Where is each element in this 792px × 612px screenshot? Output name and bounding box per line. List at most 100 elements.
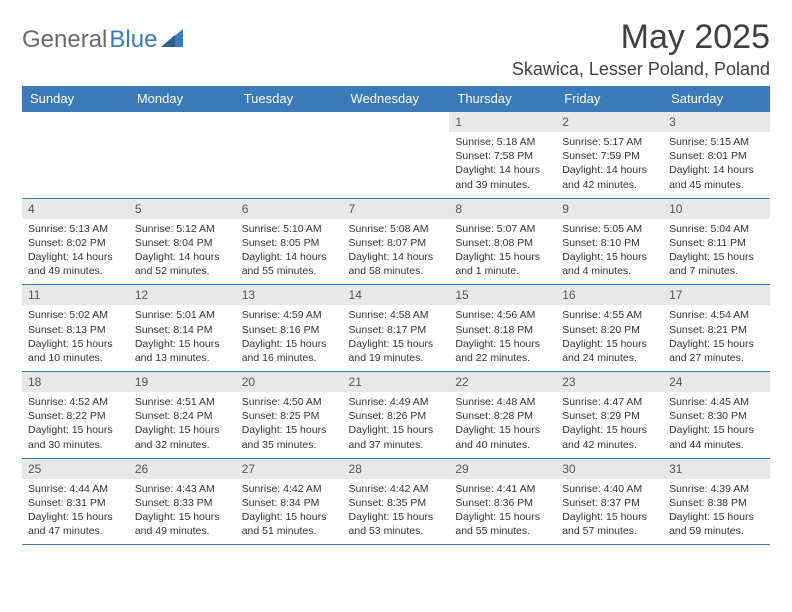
day-number: 18 [22,372,129,392]
day-details: Sunrise: 5:18 AMSunset: 7:58 PMDaylight:… [449,132,556,198]
location-label: Skawica, Lesser Poland, Poland [512,59,770,80]
logo-text-1: General [22,26,107,54]
weekday-header: Sunday [22,86,129,112]
day-details: Sunrise: 4:59 AMSunset: 8:16 PMDaylight:… [236,305,343,371]
day-number: 20 [236,372,343,392]
calendar-cell: 10Sunrise: 5:04 AMSunset: 8:11 PMDayligh… [663,198,770,285]
day-number: 7 [343,199,450,219]
day-number: 28 [343,459,450,479]
calendar-cell: 5Sunrise: 5:12 AMSunset: 8:04 PMDaylight… [129,198,236,285]
day-details: Sunrise: 4:54 AMSunset: 8:21 PMDaylight:… [663,305,770,371]
day-details: Sunrise: 5:05 AMSunset: 8:10 PMDaylight:… [556,219,663,285]
day-number: 9 [556,199,663,219]
title-area: May 2025 Skawica, Lesser Poland, Poland [512,18,770,80]
day-details: Sunrise: 4:40 AMSunset: 8:37 PMDaylight:… [556,479,663,545]
calendar-cell: .. [22,112,129,199]
calendar-cell: 6Sunrise: 5:10 AMSunset: 8:05 PMDaylight… [236,198,343,285]
day-details: Sunrise: 4:56 AMSunset: 8:18 PMDaylight:… [449,305,556,371]
day-number: 31 [663,459,770,479]
day-number: 17 [663,285,770,305]
calendar-cell: 21Sunrise: 4:49 AMSunset: 8:26 PMDayligh… [343,372,450,459]
calendar-cell: 31Sunrise: 4:39 AMSunset: 8:38 PMDayligh… [663,458,770,545]
day-number: 11 [22,285,129,305]
calendar-row: 4Sunrise: 5:13 AMSunset: 8:02 PMDaylight… [22,198,770,285]
day-details: Sunrise: 5:15 AMSunset: 8:01 PMDaylight:… [663,132,770,198]
day-details: Sunrise: 5:12 AMSunset: 8:04 PMDaylight:… [129,219,236,285]
day-number: 25 [22,459,129,479]
weekday-header: Thursday [449,86,556,112]
day-number: 15 [449,285,556,305]
month-title: May 2025 [512,18,770,57]
day-details: Sunrise: 4:42 AMSunset: 8:35 PMDaylight:… [343,479,450,545]
day-details: Sunrise: 4:45 AMSunset: 8:30 PMDaylight:… [663,392,770,458]
day-number: 27 [236,459,343,479]
day-details: Sunrise: 4:55 AMSunset: 8:20 PMDaylight:… [556,305,663,371]
day-details: Sunrise: 4:41 AMSunset: 8:36 PMDaylight:… [449,479,556,545]
day-details: Sunrise: 5:17 AMSunset: 7:59 PMDaylight:… [556,132,663,198]
day-details: Sunrise: 4:42 AMSunset: 8:34 PMDaylight:… [236,479,343,545]
logo-text-2: Blue [109,26,157,54]
day-details: Sunrise: 5:01 AMSunset: 8:14 PMDaylight:… [129,305,236,371]
calendar-row: ........1Sunrise: 5:18 AMSunset: 7:58 PM… [22,112,770,199]
calendar-cell: 25Sunrise: 4:44 AMSunset: 8:31 PMDayligh… [22,458,129,545]
day-number: 13 [236,285,343,305]
day-number: 2 [556,112,663,132]
calendar-cell: 1Sunrise: 5:18 AMSunset: 7:58 PMDaylight… [449,112,556,199]
calendar-cell: 16Sunrise: 4:55 AMSunset: 8:20 PMDayligh… [556,285,663,372]
day-details: Sunrise: 4:44 AMSunset: 8:31 PMDaylight:… [22,479,129,545]
weekday-header: Tuesday [236,86,343,112]
calendar-cell: 9Sunrise: 5:05 AMSunset: 8:10 PMDaylight… [556,198,663,285]
calendar-table: SundayMondayTuesdayWednesdayThursdayFrid… [22,86,770,545]
day-details: Sunrise: 4:43 AMSunset: 8:33 PMDaylight:… [129,479,236,545]
calendar-cell: 20Sunrise: 4:50 AMSunset: 8:25 PMDayligh… [236,372,343,459]
day-number: 26 [129,459,236,479]
calendar-cell: 3Sunrise: 5:15 AMSunset: 8:01 PMDaylight… [663,112,770,199]
calendar-cell: 7Sunrise: 5:08 AMSunset: 8:07 PMDaylight… [343,198,450,285]
calendar-cell: 18Sunrise: 4:52 AMSunset: 8:22 PMDayligh… [22,372,129,459]
day-number: 12 [129,285,236,305]
calendar-cell: 19Sunrise: 4:51 AMSunset: 8:24 PMDayligh… [129,372,236,459]
day-details: Sunrise: 4:52 AMSunset: 8:22 PMDaylight:… [22,392,129,458]
calendar-cell: .. [236,112,343,199]
day-number: 21 [343,372,450,392]
day-details: Sunrise: 4:39 AMSunset: 8:38 PMDaylight:… [663,479,770,545]
calendar-cell: 2Sunrise: 5:17 AMSunset: 7:59 PMDaylight… [556,112,663,199]
calendar-cell: .. [129,112,236,199]
day-details: Sunrise: 5:10 AMSunset: 8:05 PMDaylight:… [236,219,343,285]
calendar-cell: 24Sunrise: 4:45 AMSunset: 8:30 PMDayligh… [663,372,770,459]
calendar-cell: 12Sunrise: 5:01 AMSunset: 8:14 PMDayligh… [129,285,236,372]
day-details: Sunrise: 4:48 AMSunset: 8:28 PMDaylight:… [449,392,556,458]
calendar-cell: 11Sunrise: 5:02 AMSunset: 8:13 PMDayligh… [22,285,129,372]
calendar-row: 18Sunrise: 4:52 AMSunset: 8:22 PMDayligh… [22,372,770,459]
calendar-row: 11Sunrise: 5:02 AMSunset: 8:13 PMDayligh… [22,285,770,372]
calendar-cell: 28Sunrise: 4:42 AMSunset: 8:35 PMDayligh… [343,458,450,545]
calendar-cell: 29Sunrise: 4:41 AMSunset: 8:36 PMDayligh… [449,458,556,545]
day-number: 22 [449,372,556,392]
day-number: 24 [663,372,770,392]
calendar-cell: 8Sunrise: 5:07 AMSunset: 8:08 PMDaylight… [449,198,556,285]
day-details: Sunrise: 4:58 AMSunset: 8:17 PMDaylight:… [343,305,450,371]
day-number: 1 [449,112,556,132]
day-details: Sunrise: 5:02 AMSunset: 8:13 PMDaylight:… [22,305,129,371]
logo-triangle-icon [161,29,183,52]
day-number: 14 [343,285,450,305]
day-number: 6 [236,199,343,219]
calendar-cell: 30Sunrise: 4:40 AMSunset: 8:37 PMDayligh… [556,458,663,545]
calendar-cell: 27Sunrise: 4:42 AMSunset: 8:34 PMDayligh… [236,458,343,545]
weekday-header: Monday [129,86,236,112]
weekday-header-row: SundayMondayTuesdayWednesdayThursdayFrid… [22,86,770,112]
day-details: Sunrise: 4:47 AMSunset: 8:29 PMDaylight:… [556,392,663,458]
day-number: 5 [129,199,236,219]
day-details: Sunrise: 5:04 AMSunset: 8:11 PMDaylight:… [663,219,770,285]
logo: GeneralBlue [22,18,183,54]
day-number: 10 [663,199,770,219]
calendar-body: ........1Sunrise: 5:18 AMSunset: 7:58 PM… [22,112,770,545]
header: GeneralBlue May 2025 Skawica, Lesser Pol… [22,18,770,80]
day-number: 8 [449,199,556,219]
day-number: 30 [556,459,663,479]
day-details: Sunrise: 5:07 AMSunset: 8:08 PMDaylight:… [449,219,556,285]
calendar-cell: 17Sunrise: 4:54 AMSunset: 8:21 PMDayligh… [663,285,770,372]
day-details: Sunrise: 4:49 AMSunset: 8:26 PMDaylight:… [343,392,450,458]
calendar-cell: 14Sunrise: 4:58 AMSunset: 8:17 PMDayligh… [343,285,450,372]
day-number: 23 [556,372,663,392]
